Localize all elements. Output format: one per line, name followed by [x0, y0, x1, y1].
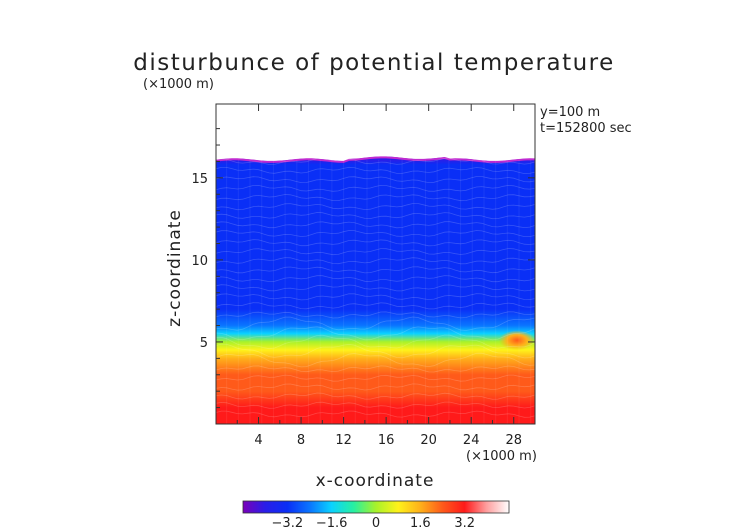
contour-line [216, 365, 535, 373]
contour-line [216, 392, 535, 400]
annotation-y: y=100 m [540, 105, 600, 120]
contour-line [216, 194, 535, 202]
contour-line [216, 383, 535, 391]
contour-line [216, 157, 535, 165]
contour-line [216, 221, 535, 229]
colorbar-tick-label: −1.6 [316, 516, 348, 531]
plot-area [216, 104, 535, 424]
contour-line [216, 239, 535, 247]
contour-line [216, 316, 535, 331]
contour-line [216, 230, 535, 237]
contour-line [216, 343, 535, 359]
colorbar-tick-label: 0 [372, 516, 380, 531]
annotation-t: t=152800 sec [540, 121, 632, 136]
contour-line [216, 166, 535, 175]
contour-line [216, 401, 535, 409]
contour-line [216, 212, 535, 220]
contour-line [216, 275, 535, 283]
x-tick-label: 16 [378, 433, 395, 448]
contour-line [216, 257, 535, 265]
colorbar-ticks: −3.2 −1.6 0 1.6 3.2 [272, 516, 475, 531]
contour-line [216, 176, 535, 184]
contour-line [216, 293, 535, 301]
warm-anomaly [498, 330, 535, 351]
temperature-field [216, 156, 535, 424]
tropopause-band [216, 156, 535, 163]
colorbar: −3.2 −1.6 0 1.6 3.2 [242, 500, 510, 531]
contour-line [216, 410, 535, 418]
y-tick-label: 5 [200, 336, 208, 351]
x-unit-note: (×1000 m) [466, 449, 537, 464]
x-tick-label: 24 [463, 433, 480, 448]
y-tick-label: 10 [191, 254, 208, 269]
x-tick-label: 4 [254, 433, 262, 448]
y-axis-label: z-coordinate [165, 209, 185, 327]
colorbar-tick-label: −3.2 [272, 516, 304, 531]
colorbar-ramp [242, 500, 510, 514]
x-axis: 4 8 12 16 20 24 28 [236, 104, 522, 448]
contour-line [216, 326, 535, 341]
contour-line [216, 374, 535, 382]
contour-line [216, 248, 535, 256]
contour-line [216, 266, 535, 274]
contour-line [216, 311, 535, 319]
y-unit-note: (×1000 m) [143, 77, 214, 92]
contour-line [216, 352, 535, 368]
colorbar-tick-label: 3.2 [454, 516, 475, 531]
contour-line [216, 203, 535, 211]
chart-title: disturbunce of potential temperature [133, 50, 615, 76]
x-tick-label: 8 [297, 433, 305, 448]
contour-line [216, 284, 535, 292]
plot-frame [215, 103, 536, 425]
contour-lines [216, 157, 535, 424]
y-axis: 5 10 15 [191, 128, 535, 409]
x-axis-label: x-coordinate [316, 471, 435, 491]
x-tick-label: 12 [335, 433, 352, 448]
contour-line [216, 302, 535, 310]
x-tick-label: 28 [505, 433, 522, 448]
colorbar-tick-label: 1.6 [410, 516, 431, 531]
y-tick-label: 15 [191, 172, 208, 187]
contour-line [216, 184, 535, 192]
x-tick-label: 20 [420, 433, 437, 448]
contour-line [216, 334, 535, 350]
